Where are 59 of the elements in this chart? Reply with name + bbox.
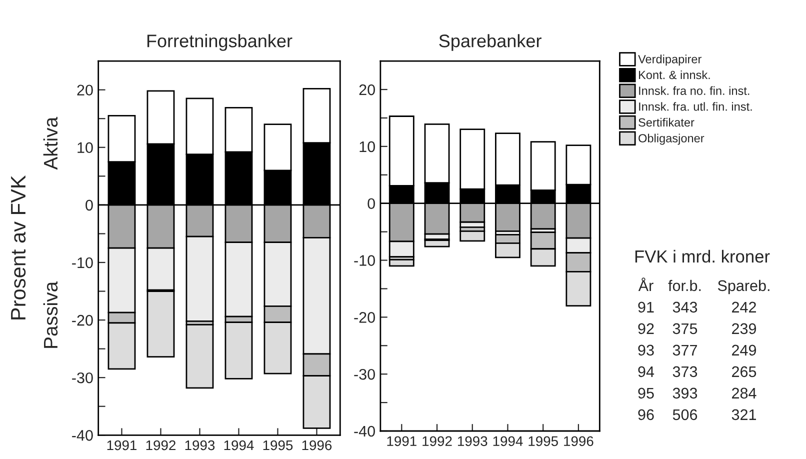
text: 249	[732, 344, 756, 356]
x-tick-label: 1993	[458, 436, 488, 446]
text: År	[638, 278, 654, 291]
x-tick-label: 1995	[263, 440, 293, 450]
y-tick-label: -40	[354, 426, 375, 437]
y-tick-label: -30	[72, 372, 93, 384]
text: for.b.	[668, 280, 701, 292]
x-tick-label: 1992	[146, 440, 176, 450]
text: 284	[732, 388, 756, 399]
y-tick-label: -20	[354, 312, 375, 323]
text: 373	[672, 366, 698, 378]
text: 343	[672, 302, 698, 313]
x-tick-label: 1991	[387, 436, 416, 446]
chart-title: Forretningsbanker	[147, 34, 292, 51]
text: 321	[732, 409, 756, 420]
text: 95	[638, 388, 654, 399]
y-axis-title: Prosent av FVK	[11, 175, 26, 320]
text: 93	[638, 344, 654, 356]
x-tick-label: 1993	[185, 440, 215, 450]
y-tick-label: -30	[354, 368, 375, 380]
legend-label: Verdipapirer	[638, 54, 702, 66]
text: 377	[672, 344, 697, 356]
y-tick-label: 20	[359, 84, 375, 96]
x-tick-label: 1996	[564, 436, 594, 446]
y-tick-label: 0	[368, 198, 375, 210]
text: 242	[732, 302, 756, 312]
text: 92	[638, 323, 654, 334]
text: Passiva	[43, 281, 58, 348]
text: 393	[672, 388, 698, 399]
y-tick-label: -10	[72, 257, 93, 268]
legend-label: Kont. & innsk.	[639, 70, 710, 80]
text: Spareb.	[718, 280, 770, 294]
legend-label: Obligasjoner	[638, 134, 704, 145]
text: 375	[672, 323, 698, 334]
y-tick-label: 10	[78, 142, 93, 154]
text: FVK i mrd. kroner	[635, 250, 770, 263]
x-tick-label: 1996	[302, 440, 332, 450]
text: 94	[638, 366, 654, 378]
text: 506	[672, 409, 698, 420]
x-tick-label: 1992	[422, 436, 452, 446]
chart-title: Sparebanker	[439, 34, 542, 51]
y-tick-label: 10	[360, 141, 375, 152]
text: 91	[638, 302, 654, 313]
text: 265	[732, 366, 756, 378]
x-tick-label: 1994	[224, 440, 254, 450]
y-tick-label: 0	[86, 200, 93, 211]
x-tick-label: 1995	[528, 436, 558, 446]
legend-label: Innsk. fra. utl. fin. inst.	[639, 102, 752, 111]
text: Aktiva	[43, 116, 58, 170]
y-tick-label: 20	[77, 84, 93, 96]
x-tick-label: 1991	[107, 440, 137, 450]
y-tick-label: -40	[72, 430, 93, 441]
legend-label: Sertifikater	[638, 118, 694, 127]
text: 96	[638, 409, 654, 420]
x-tick-label: 1994	[493, 436, 523, 446]
legend-label: Innsk. fra no. fin. inst.	[639, 86, 750, 95]
y-tick-label: -20	[72, 314, 93, 326]
text: 239	[732, 323, 756, 334]
y-tick-label: -10	[354, 255, 375, 266]
